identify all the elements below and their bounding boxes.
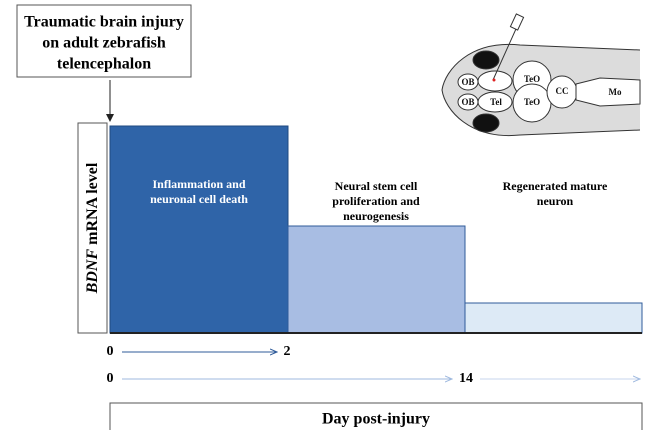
injury-text: on adult zebrafish xyxy=(42,35,166,52)
phase-text: Neural stem cell xyxy=(335,179,418,193)
brain-label: CC xyxy=(556,86,569,96)
y-label-rest: mRNA level xyxy=(84,162,101,245)
brain-label: TeO xyxy=(524,97,540,107)
brain-label: TeO xyxy=(524,74,540,84)
phase-text: proliferation and xyxy=(332,194,420,208)
brain-illustration: OB OB Tel TeO TeO CC Mo xyxy=(442,14,640,136)
timeline-label: 0 xyxy=(107,344,114,359)
brain-label: Mo xyxy=(609,87,622,97)
phase-text: Regenerated mature xyxy=(503,179,608,193)
injury-text: Traumatic brain injury xyxy=(24,14,184,31)
phase-text: neurogenesis xyxy=(343,209,409,223)
brain-label: OB xyxy=(461,97,474,107)
y-label-gene: BDNF xyxy=(84,249,101,295)
y-label: BDNF mRNA level xyxy=(84,162,101,294)
phase-bar xyxy=(110,126,288,333)
timeline-label: 14 xyxy=(459,371,473,386)
figure: Traumatic brain injury on adult zebrafis… xyxy=(0,0,652,430)
phase-bar xyxy=(288,226,465,333)
timeline-label: 0 xyxy=(107,371,114,386)
x-label: Day post-injury xyxy=(322,411,430,428)
timeline-label: 2 xyxy=(284,344,291,359)
phase-text: neuronal cell death xyxy=(150,192,248,206)
brain-label: OB xyxy=(461,77,474,87)
brain-label: Tel xyxy=(490,97,502,107)
phase-text: Inflammation and xyxy=(152,177,245,191)
phase-text: neuron xyxy=(537,194,574,208)
phase-bar xyxy=(465,303,642,333)
injury-text: telencephalon xyxy=(57,56,151,73)
